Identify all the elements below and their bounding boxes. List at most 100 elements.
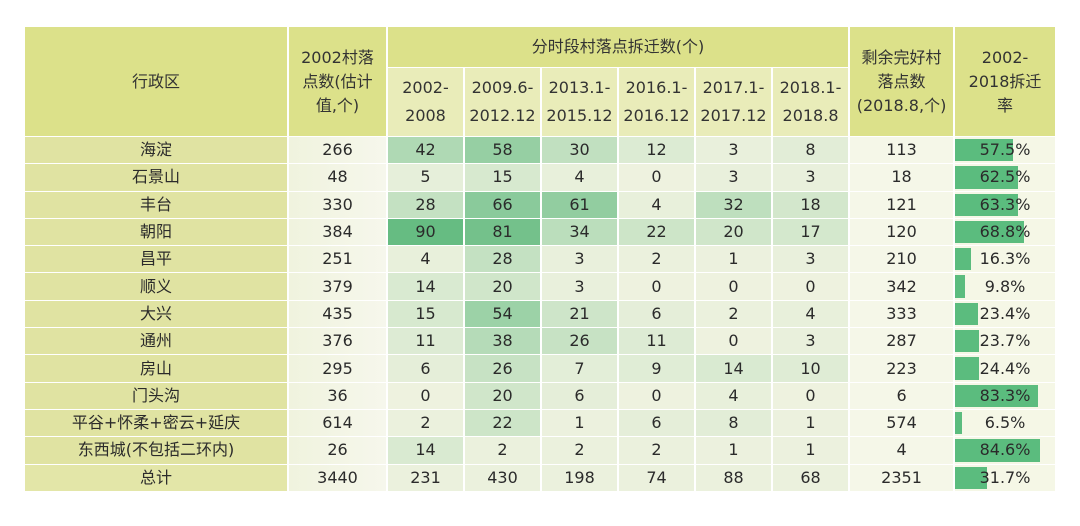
district-name: 房山 [25, 355, 287, 382]
header-period-4: 2017.1- 2017.12 [696, 68, 771, 136]
district-name: 昌平 [25, 246, 287, 273]
period-value-5: 68 [773, 464, 849, 491]
period-value-0: 0 [388, 382, 463, 409]
table-row: 顺义 379 14 20 3 0 0 0 342 9.8% [25, 273, 1056, 300]
rate-bar [955, 193, 1019, 216]
period-value-1: 28 [465, 246, 540, 273]
period-value-0: 14 [388, 437, 463, 464]
village-demolition-table: 行政区 2002村落点数(估计值,个) 分时段村落点拆迁数(个) 剩余完好村落点… [23, 26, 1057, 492]
villages-2002-value: 330 [289, 191, 386, 218]
period-value-0: 231 [388, 464, 463, 491]
table-row: 东西城(不包括二环内) 26 14 2 2 2 1 1 4 84.6% [25, 437, 1056, 464]
remaining-value: 121 [850, 191, 954, 218]
period-value-1: 66 [465, 191, 540, 218]
period-value-1: 2 [465, 437, 540, 464]
period-value-2: 30 [542, 137, 617, 164]
period-value-0: 28 [388, 191, 463, 218]
period-value-3: 0 [619, 273, 694, 300]
header-remaining: 剩余完好村落点数(2018.8,个) [850, 27, 954, 136]
villages-2002-value: 251 [289, 246, 386, 273]
rate-value: 63.3% [979, 194, 1031, 214]
rate-bar [955, 330, 979, 353]
period-value-4: 3 [696, 164, 771, 191]
table-row: 昌平 251 4 28 3 2 1 3 210 16.3% [25, 246, 1056, 273]
header-period-group: 分时段村落点拆迁数(个) [388, 27, 849, 67]
table-row: 石景山 48 5 15 4 0 3 3 18 62.5% [25, 164, 1056, 191]
period-value-0: 90 [388, 218, 463, 246]
rate-bar [955, 439, 1040, 462]
period-value-1: 15 [465, 164, 540, 191]
period-value-5: 4 [773, 300, 849, 328]
table-row: 大兴 435 15 54 21 6 2 4 333 23.4% [25, 300, 1056, 328]
rate-value: 83.3% [979, 385, 1031, 405]
period-value-4: 0 [696, 328, 771, 355]
table-row: 平谷+怀柔+密云+延庆 614 2 22 1 6 8 1 574 6.5% [25, 409, 1056, 437]
rate-cell: 31.7% [955, 464, 1056, 491]
remaining-value: 4 [850, 437, 954, 464]
period-value-5: 8 [773, 137, 849, 164]
period-value-2: 3 [542, 273, 617, 300]
rate-bar [955, 302, 979, 326]
period-value-2: 1 [542, 409, 617, 437]
rate-cell: 83.3% [955, 382, 1056, 409]
period-value-3: 4 [619, 191, 694, 218]
rate-bar [955, 248, 972, 271]
district-name: 顺义 [25, 273, 287, 300]
period-value-2: 2 [542, 437, 617, 464]
header-remaining-text: 剩余完好村落点数(2018.8,个) [856, 47, 947, 115]
villages-2002-value: 384 [289, 218, 386, 246]
remaining-value: 342 [850, 273, 954, 300]
period-value-0: 4 [388, 246, 463, 273]
period-value-2: 7 [542, 355, 617, 382]
period-value-4: 8 [696, 409, 771, 437]
villages-2002-value: 266 [289, 137, 386, 164]
period-value-3: 6 [619, 300, 694, 328]
period-value-1: 20 [465, 382, 540, 409]
rate-bar [955, 139, 1013, 162]
district-name: 东西城(不包括二环内) [25, 437, 287, 464]
period-value-0: 5 [388, 164, 463, 191]
period-value-1: 58 [465, 137, 540, 164]
rate-value: 23.7% [979, 331, 1031, 351]
period-value-4: 3 [696, 137, 771, 164]
rate-cell: 84.6% [955, 437, 1056, 464]
table-row: 朝阳 384 90 81 34 22 20 17 120 68.8% [25, 218, 1056, 246]
district-name: 石景山 [25, 164, 287, 191]
villages-2002-value: 3440 [289, 464, 386, 491]
period-value-1: 81 [465, 218, 540, 246]
remaining-value: 333 [850, 300, 954, 328]
district-name: 大兴 [25, 300, 287, 328]
district-name: 朝阳 [25, 218, 287, 246]
rate-bar [955, 384, 1039, 407]
rate-value: 24.4% [979, 358, 1031, 378]
table-row: 海淀 266 42 58 30 12 3 8 113 57.5% [25, 137, 1056, 164]
period-value-1: 22 [465, 409, 540, 437]
period-value-3: 9 [619, 355, 694, 382]
rate-cell: 24.4% [955, 355, 1056, 382]
period-value-4: 1 [696, 437, 771, 464]
villages-2002-value: 36 [289, 382, 386, 409]
header-district: 行政区 [25, 27, 287, 136]
district-name: 平谷+怀柔+密云+延庆 [25, 409, 287, 437]
rate-cell: 63.3% [955, 191, 1056, 218]
rate-cell: 16.3% [955, 246, 1056, 273]
remaining-value: 223 [850, 355, 954, 382]
period-value-1: 26 [465, 355, 540, 382]
period-value-4: 0 [696, 273, 771, 300]
period-value-5: 3 [773, 164, 849, 191]
villages-2002-value: 435 [289, 300, 386, 328]
period-value-5: 1 [773, 437, 849, 464]
header-villages-2002-text: 2002村落点数(估计值,个) [301, 47, 374, 115]
rate-bar [955, 275, 965, 298]
header-period-1: 2009.6- 2012.12 [465, 68, 540, 136]
table-row: 通州 376 11 38 26 11 0 3 287 23.7% [25, 328, 1056, 355]
table-row: 丰台 330 28 66 61 4 32 18 121 63.3% [25, 191, 1056, 218]
period-value-3: 74 [619, 464, 694, 491]
period-value-4: 1 [696, 246, 771, 273]
period-value-3: 11 [619, 328, 694, 355]
period-value-5: 17 [773, 218, 849, 246]
district-name: 门头沟 [25, 382, 287, 409]
rate-cell: 62.5% [955, 164, 1056, 191]
period-value-3: 0 [619, 382, 694, 409]
period-value-2: 21 [542, 300, 617, 328]
